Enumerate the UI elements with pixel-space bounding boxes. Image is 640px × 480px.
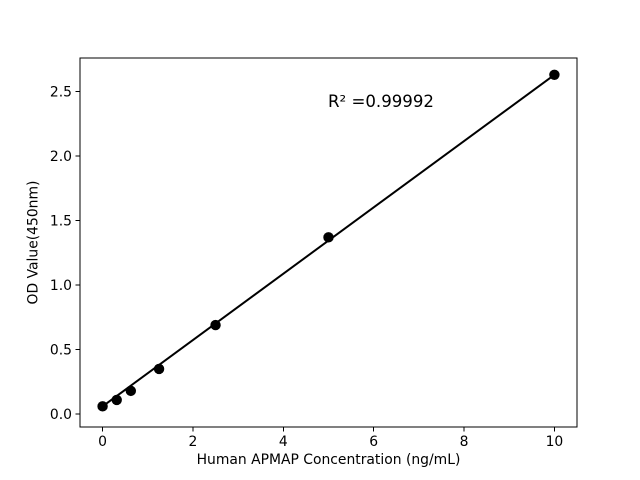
y-tick-label: 2.0 bbox=[50, 149, 72, 165]
x-tick-label: 10 bbox=[546, 434, 564, 450]
x-axis-ticks: 0 2 4 6 8 10 bbox=[98, 427, 564, 450]
data-point bbox=[210, 319, 221, 331]
x-tick-label: 6 bbox=[369, 434, 378, 450]
r-squared-annotation: R² =0.99992 bbox=[328, 92, 434, 111]
y-tick-label: 0.0 bbox=[50, 407, 72, 423]
y-tick-label: 1.5 bbox=[50, 214, 72, 230]
y-tick-label: 0.5 bbox=[50, 343, 72, 359]
y-axis-ticks: 0.0 0.5 1.0 1.5 2.0 2.5 bbox=[50, 85, 80, 423]
x-tick-label: 4 bbox=[279, 434, 288, 450]
data-point bbox=[125, 385, 137, 397]
y-tick-label: 1.0 bbox=[50, 278, 72, 294]
data-point bbox=[549, 69, 560, 80]
x-tick-label: 8 bbox=[460, 434, 469, 450]
data-point bbox=[111, 394, 122, 406]
y-axis-label: OD Value(450nm) bbox=[26, 181, 42, 305]
x-tick-label: 0 bbox=[98, 434, 107, 450]
data-points-group bbox=[97, 69, 560, 412]
data-point bbox=[153, 363, 165, 375]
y-tick-label: 2.5 bbox=[50, 85, 72, 101]
data-point bbox=[323, 232, 334, 243]
x-axis-label: Human APMAP Concentration (ng/mL) bbox=[197, 452, 461, 468]
x-tick-label: 2 bbox=[189, 434, 198, 450]
data-point bbox=[97, 401, 108, 412]
